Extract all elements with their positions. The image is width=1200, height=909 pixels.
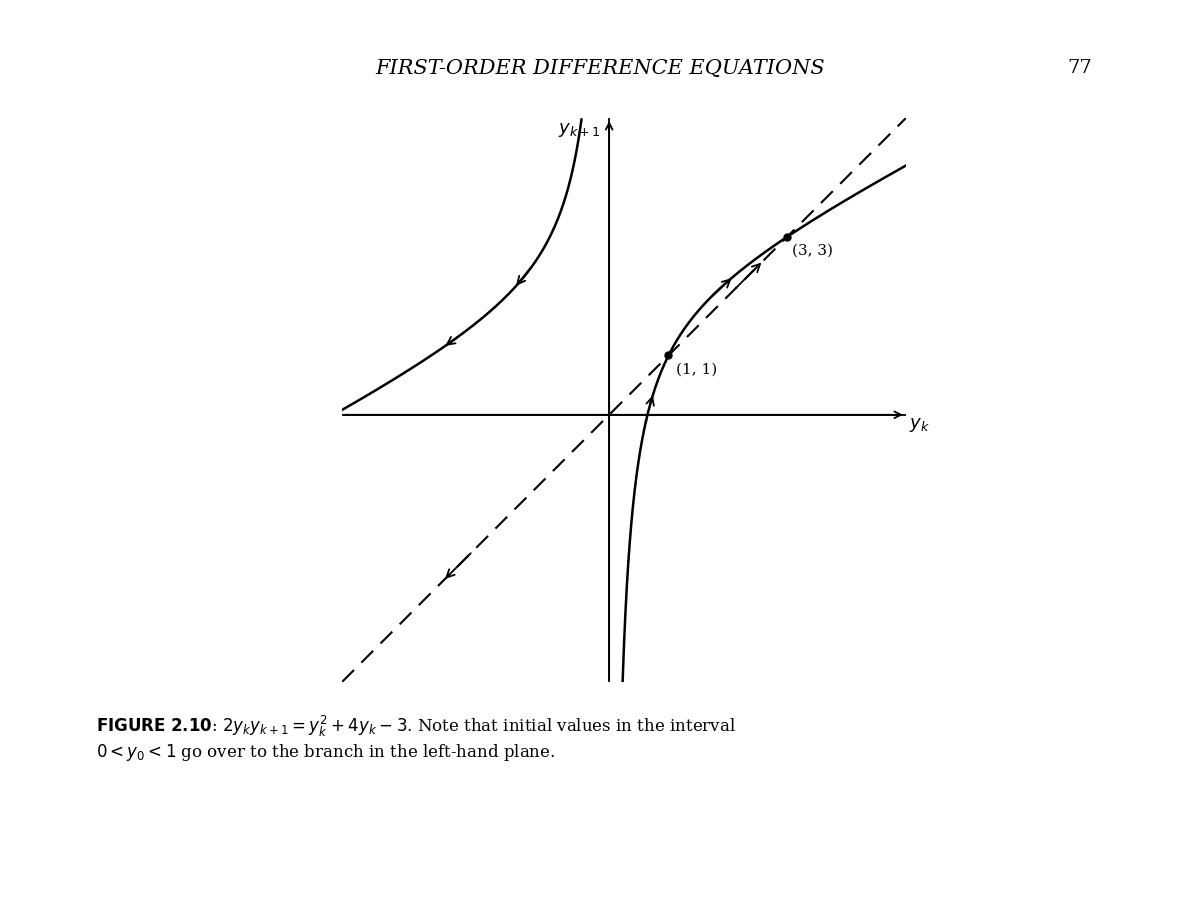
Text: 77: 77 bbox=[1068, 59, 1092, 77]
Text: $\mathbf{FIGURE\ 2.10}$: $2y_ky_{k+1} = y_k^2+4y_k-3$. Note that initial values : $\mathbf{FIGURE\ 2.10}$: $2y_ky_{k+1} = … bbox=[96, 714, 736, 763]
Text: (3, 3): (3, 3) bbox=[792, 244, 833, 258]
Text: FIRST-ORDER DIFFERENCE EQUATIONS: FIRST-ORDER DIFFERENCE EQUATIONS bbox=[376, 59, 824, 78]
Text: $y_{k+1}$: $y_{k+1}$ bbox=[558, 121, 600, 139]
Text: (1, 1): (1, 1) bbox=[676, 363, 716, 376]
Text: $y_k$: $y_k$ bbox=[908, 416, 930, 435]
